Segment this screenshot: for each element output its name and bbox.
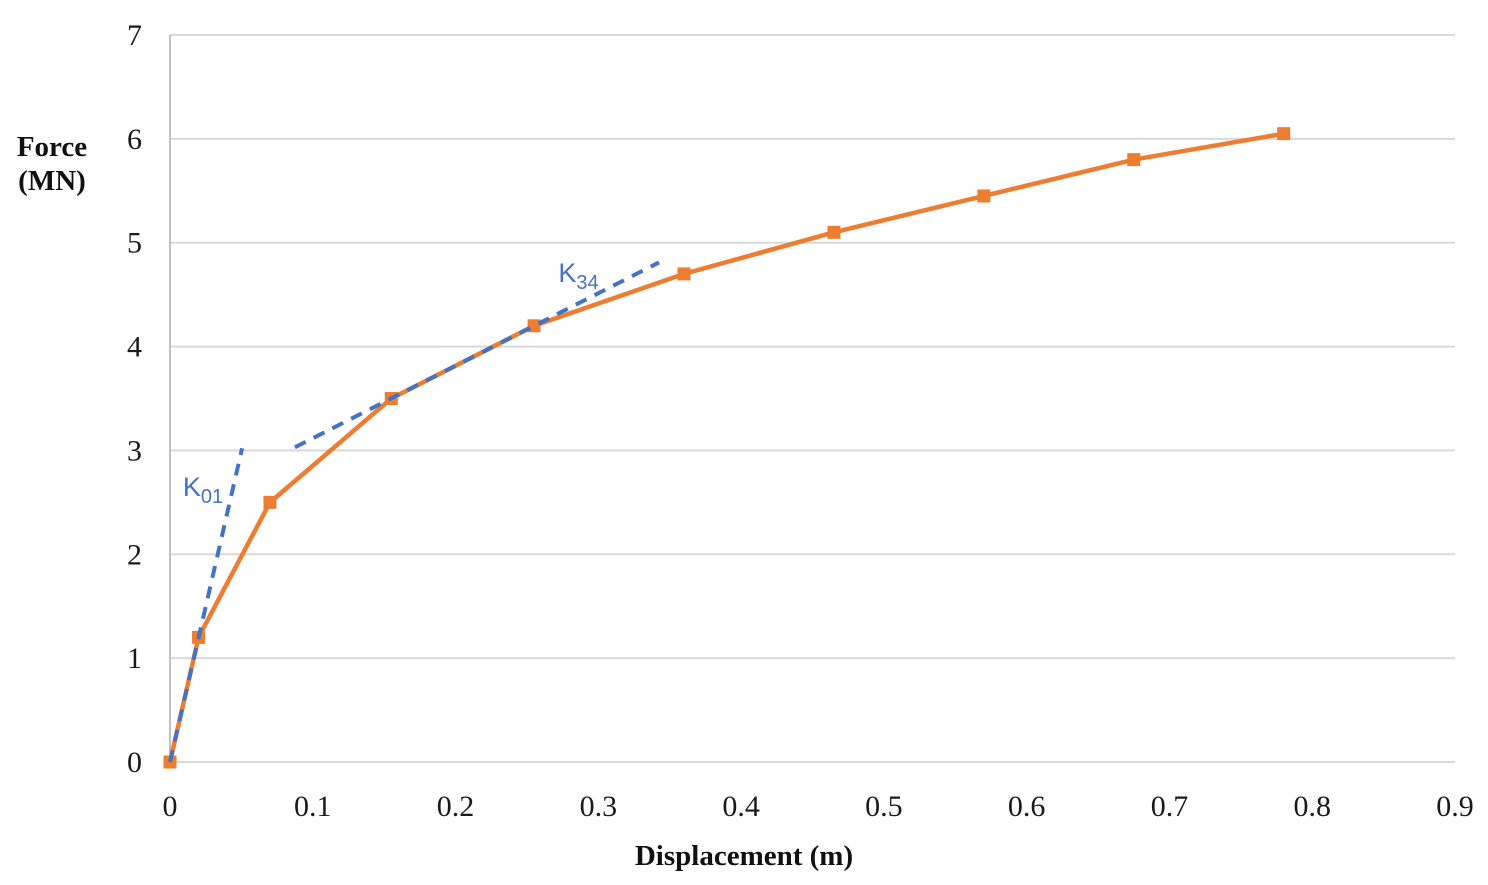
x-tick-label-0.6: 0.6 <box>1008 790 1046 823</box>
data-point-marker-9 <box>1277 127 1291 141</box>
k34-label: K34 <box>558 258 598 294</box>
y-tick-label-1: 1 <box>127 642 142 675</box>
x-tick-label-0.9: 0.9 <box>1436 790 1474 823</box>
y-tick-label-5: 5 <box>127 227 142 260</box>
x-tick-label-0.3: 0.3 <box>580 790 618 823</box>
y-axis-title: Force (MN) <box>4 130 100 198</box>
data-point-marker-2 <box>263 495 277 509</box>
x-tick-label-0.2: 0.2 <box>437 790 475 823</box>
x-tick-label-0.4: 0.4 <box>722 790 760 823</box>
x-tick-label-0.5: 0.5 <box>865 790 903 823</box>
x-axis-title: Displacement (m) <box>634 840 854 872</box>
k01-label: K01 <box>183 472 223 508</box>
x-tick-label-0: 0 <box>163 790 178 823</box>
series-line <box>167 131 1286 765</box>
data-point-marker-7 <box>977 189 991 203</box>
y-tick-label-4: 4 <box>127 331 142 364</box>
data-point-marker-5 <box>677 267 691 281</box>
x-tick-label-0.8: 0.8 <box>1293 790 1331 823</box>
y-tick-label-6: 6 <box>127 123 142 156</box>
y-tick-label-0: 0 <box>127 746 142 779</box>
k34-dashed-line <box>294 260 660 450</box>
y-axis-title-line2: (MN) <box>18 165 86 197</box>
k01-dashed-line <box>168 447 245 763</box>
y-axis-title-line1: Force <box>16 131 88 163</box>
y-tick-label-7: 7 <box>127 19 142 52</box>
x-tick-label-0.1: 0.1 <box>294 790 332 823</box>
x-tick-label-0.7: 0.7 <box>1151 790 1189 823</box>
data-point-marker-8 <box>1127 153 1141 167</box>
y-tick-label-2: 2 <box>127 538 142 571</box>
y-tick-label-3: 3 <box>127 434 142 467</box>
data-point-marker-6 <box>827 225 841 239</box>
